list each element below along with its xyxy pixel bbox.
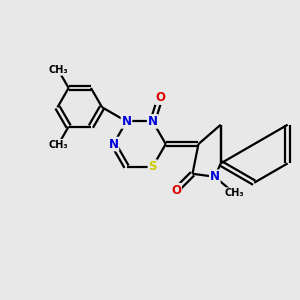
Text: O: O — [171, 184, 181, 196]
Text: N: N — [122, 115, 131, 128]
Text: N: N — [210, 170, 220, 183]
Text: O: O — [155, 91, 165, 104]
Text: S: S — [148, 160, 157, 173]
Text: CH₃: CH₃ — [48, 140, 68, 150]
Text: CH₃: CH₃ — [224, 188, 244, 198]
Text: N: N — [148, 115, 158, 128]
Text: N: N — [108, 138, 118, 151]
Text: CH₃: CH₃ — [48, 65, 68, 75]
